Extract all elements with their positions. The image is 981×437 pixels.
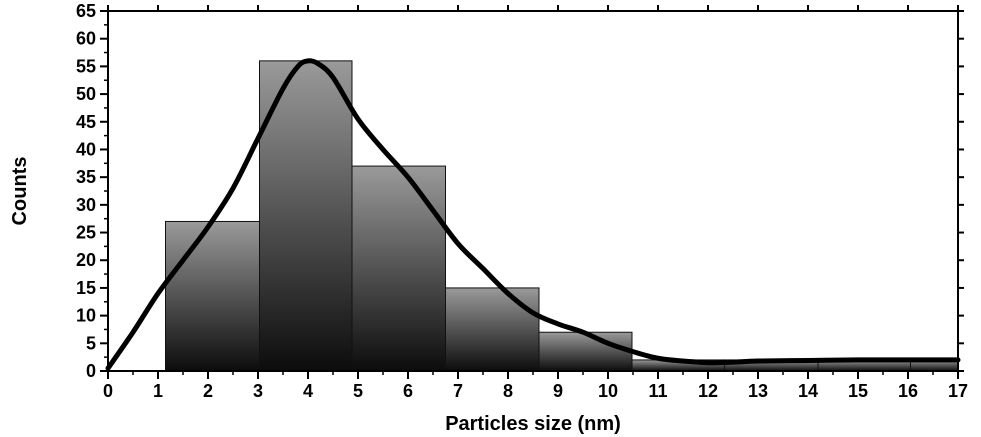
x-tick-label: 13 xyxy=(748,381,768,401)
x-tick-label: 2 xyxy=(203,381,213,401)
histogram-bar xyxy=(165,220,260,372)
histogram-bar xyxy=(351,165,446,372)
x-tick-label: 12 xyxy=(698,381,718,401)
y-tick-label: 40 xyxy=(76,139,96,159)
x-tick-label: 14 xyxy=(798,381,818,401)
fit-curve xyxy=(105,58,961,371)
y-tick-label: 0 xyxy=(86,361,96,381)
x-tick-label: 0 xyxy=(103,381,113,401)
x-tick-label: 3 xyxy=(253,381,263,401)
x-tick-label: 11 xyxy=(648,381,667,401)
fit-curve-layer xyxy=(105,58,961,371)
x-tick-label: 16 xyxy=(898,381,918,401)
x-tick-label: 4 xyxy=(303,381,313,401)
ticks-layer: 0 1 2 3 4 5 6 7 8 9 10 11 12 13 14 15 16 1705101520253035… xyxy=(76,1,968,401)
y-tick-label: 60 xyxy=(76,29,96,49)
y-tick-label: 50 xyxy=(76,84,96,104)
y-tick-label: 45 xyxy=(76,112,96,132)
y-tick-label: 35 xyxy=(76,167,96,187)
x-tick-label: 6 xyxy=(403,381,413,401)
x-tick-label: 15 xyxy=(848,381,868,401)
y-tick-label: 5 xyxy=(86,333,96,353)
y-tick-label: 10 xyxy=(76,306,96,326)
y-axis-title: Counts xyxy=(9,157,31,226)
y-tick-label: 20 xyxy=(76,250,96,270)
x-tick-label: 17 xyxy=(948,381,968,401)
x-tick-label: 9 xyxy=(553,381,563,401)
x-tick-label: 5 xyxy=(353,381,363,401)
y-tick-label: 30 xyxy=(76,195,96,215)
x-tick-label: 10 xyxy=(598,381,618,401)
x-tick-label: 1 xyxy=(153,381,163,401)
histogram-bar xyxy=(259,60,353,372)
histogram-bar xyxy=(538,331,633,372)
y-tick-label: 25 xyxy=(76,223,96,243)
histogram-bar xyxy=(445,287,540,372)
y-tick-label: 65 xyxy=(76,1,96,21)
x-tick-label: 7 xyxy=(453,381,463,401)
y-tick-label: 55 xyxy=(76,56,96,76)
x-tick-label: 8 xyxy=(503,381,513,401)
y-tick-label: 15 xyxy=(76,278,96,298)
x-axis-title: Particles size (nm) xyxy=(445,413,621,435)
